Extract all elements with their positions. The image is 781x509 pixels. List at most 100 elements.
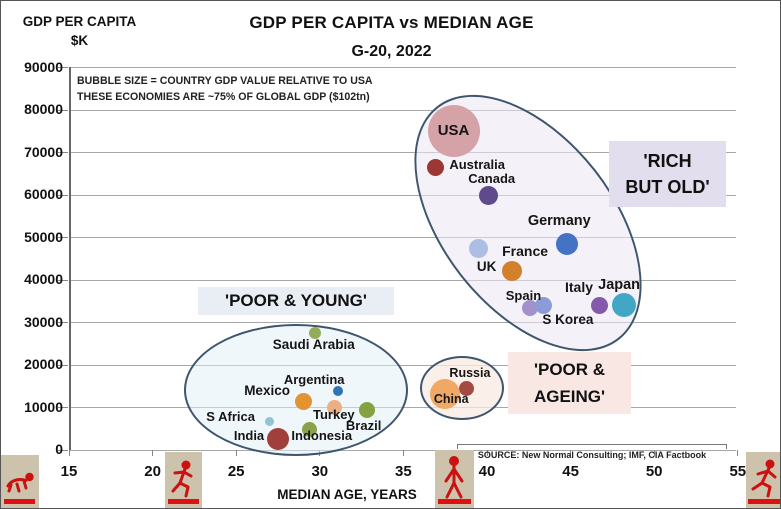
y-axis-title: GDP PER CAPITA $K bbox=[7, 12, 152, 50]
country-label-turkey: Turkey bbox=[313, 406, 355, 422]
y-tick bbox=[58, 449, 68, 451]
chart-subtitle: G-20, 2022 bbox=[351, 43, 432, 60]
zone-label-poor-and-ageing: 'POOR & AGEING' bbox=[508, 352, 631, 414]
gridline bbox=[69, 279, 736, 281]
country-bubble-uk bbox=[469, 238, 489, 258]
y-tick bbox=[58, 109, 68, 111]
gridline bbox=[69, 237, 736, 238]
country-bubble-brazil bbox=[358, 402, 375, 419]
bubble-size-note-line2: THESE ECONOMIES ARE ~75% OF GLOBAL GDP (… bbox=[77, 90, 370, 103]
zone-label-line: 'POOR & bbox=[533, 360, 606, 379]
x-tick-label: 50 bbox=[645, 463, 663, 480]
country-label-russia: Russia bbox=[449, 365, 491, 380]
y-tick-label: 20000 bbox=[24, 356, 63, 372]
country-label-spain: Spain bbox=[505, 288, 542, 304]
country-label-mexico: Mexico bbox=[244, 382, 290, 398]
x-axis-label: MEDIAN AGE, YEARS bbox=[277, 487, 417, 502]
country-label-brazil: Brazil bbox=[345, 418, 382, 434]
country-label-s-africa: S Africa bbox=[206, 409, 255, 425]
y-tick-label: 50000 bbox=[24, 228, 63, 245]
y-tick-label: 90000 bbox=[24, 58, 63, 75]
country-bubble-canada bbox=[479, 185, 499, 205]
y-tick-label: 70000 bbox=[24, 143, 63, 160]
y-tick-label: 30000 bbox=[24, 313, 63, 330]
bubble-size-note: BUBBLE SIZE = COUNTRY GDP VALUE RELATIVE… bbox=[77, 74, 373, 105]
country-bubble-turkey bbox=[327, 400, 343, 415]
x-tick bbox=[653, 450, 655, 456]
country-bubble-mexico bbox=[294, 393, 312, 411]
x-tick bbox=[570, 450, 572, 456]
gridline bbox=[69, 152, 736, 153]
x-tick bbox=[152, 450, 154, 456]
country-bubble-china bbox=[430, 378, 461, 409]
country-label-canada: Canada bbox=[468, 171, 516, 186]
zone-label-poor-and-young: 'POOR & YOUNG' bbox=[198, 287, 394, 315]
gridline bbox=[69, 364, 736, 366]
crawling-baby-icon bbox=[1, 455, 39, 508]
country-label-argentina: Argentina bbox=[283, 371, 345, 387]
y-tick-label: 0 bbox=[55, 441, 63, 457]
walking-adult-icon bbox=[435, 450, 474, 508]
x-tick-label: 30 bbox=[311, 463, 329, 480]
bubble-size-note-line1: BUBBLE SIZE = COUNTRY GDP VALUE RELATIVE… bbox=[77, 75, 373, 87]
country-label-japan: Japan bbox=[598, 276, 641, 293]
zone-label-line: AGEING' bbox=[533, 387, 606, 406]
country-bubble-france bbox=[502, 261, 523, 282]
y-tick bbox=[58, 364, 68, 366]
y-tick-label: 40000 bbox=[24, 271, 63, 287]
country-bubble-s-africa bbox=[265, 416, 275, 426]
x-tick bbox=[235, 450, 237, 456]
gridline bbox=[69, 67, 736, 68]
running-child-icon bbox=[165, 452, 202, 508]
x-tick-label: 45 bbox=[562, 463, 579, 480]
country-label-germany: Germany bbox=[527, 212, 591, 229]
country-bubble-italy bbox=[590, 297, 608, 314]
y-tick-label: 80000 bbox=[24, 101, 63, 117]
x-tick bbox=[737, 450, 739, 456]
country-bubble-germany bbox=[556, 232, 579, 255]
y-tick bbox=[58, 194, 68, 196]
y-tick bbox=[58, 322, 68, 323]
zone-label-rich-but-old: 'RICH BUT OLD' bbox=[609, 141, 726, 207]
country-bubble-australia bbox=[426, 159, 444, 177]
gridline bbox=[69, 449, 736, 451]
country-label-s-korea: S Korea bbox=[542, 311, 594, 327]
country-label-australia: Australia bbox=[449, 156, 505, 172]
zone-label-line: BUT OLD' bbox=[625, 177, 710, 197]
gridline bbox=[69, 322, 736, 323]
y-tick bbox=[58, 152, 68, 153]
y-tick bbox=[58, 407, 68, 408]
y-axis-title-line1: GDP PER CAPITA bbox=[22, 14, 137, 29]
country-label-china: China bbox=[433, 391, 469, 406]
y-axis-title-line2: $K bbox=[70, 33, 89, 48]
source-note: SOURCE: New Normal Consulting; IMF, CIA … bbox=[477, 450, 707, 460]
y-axis-line bbox=[69, 67, 71, 450]
x-tick bbox=[68, 450, 70, 456]
x-tick bbox=[402, 450, 404, 456]
gridline bbox=[69, 109, 736, 111]
country-label-usa: USA bbox=[437, 122, 470, 140]
y-tick-label: 10000 bbox=[24, 398, 63, 415]
country-bubble-spain bbox=[522, 300, 539, 317]
country-label-indonesia: Indonesia bbox=[291, 428, 353, 444]
x-tick-label: 15 bbox=[60, 463, 78, 480]
country-label-india: India bbox=[233, 427, 265, 443]
country-bubble-s-korea bbox=[535, 297, 553, 315]
y-tick bbox=[58, 237, 68, 238]
zone-label-line: 'POOR & YOUNG' bbox=[225, 291, 367, 310]
country-bubble-usa bbox=[427, 105, 480, 158]
country-label-saudi-arabia: Saudi Arabia bbox=[272, 337, 355, 353]
gridline bbox=[69, 194, 736, 196]
country-bubble-japan bbox=[612, 292, 637, 317]
country-bubble-russia bbox=[459, 381, 475, 397]
chart-title: GDP PER CAPITA vs MEDIAN AGE bbox=[249, 13, 534, 32]
country-bubble-argentina bbox=[333, 385, 344, 396]
x-tick-label: 40 bbox=[478, 463, 496, 480]
x-tick-label: 55 bbox=[729, 463, 747, 480]
x-tick-label: 25 bbox=[227, 463, 245, 480]
country-bubble-india bbox=[267, 427, 289, 450]
country-label-italy: Italy bbox=[565, 278, 594, 295]
country-label-uk: UK bbox=[476, 259, 497, 275]
y-tick bbox=[58, 279, 68, 281]
